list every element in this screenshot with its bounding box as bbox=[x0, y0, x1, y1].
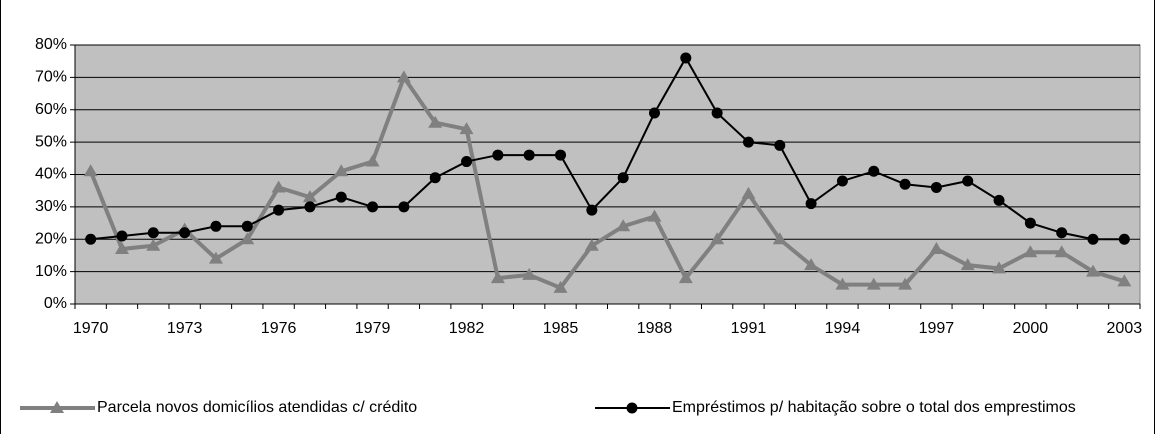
y-tick-label: 0% bbox=[44, 295, 67, 312]
x-tick-label: 1976 bbox=[261, 320, 297, 337]
point bbox=[772, 232, 787, 245]
x-tick-label: 1997 bbox=[919, 320, 955, 337]
point bbox=[899, 178, 911, 190]
point bbox=[805, 198, 817, 210]
x-tick-label: 1970 bbox=[73, 320, 109, 337]
y-tick-label: 30% bbox=[35, 198, 67, 215]
x-tick-label: 1994 bbox=[825, 320, 861, 337]
point bbox=[241, 220, 253, 232]
point bbox=[866, 277, 881, 290]
point bbox=[617, 172, 629, 184]
point bbox=[461, 156, 473, 168]
point bbox=[710, 232, 725, 245]
point bbox=[835, 277, 850, 290]
point bbox=[678, 271, 693, 284]
point bbox=[555, 149, 567, 161]
point bbox=[804, 258, 819, 271]
point bbox=[114, 241, 129, 254]
y-tick-label: 80% bbox=[35, 36, 67, 53]
x-tick-label: 2003 bbox=[1107, 320, 1143, 337]
point bbox=[522, 267, 537, 280]
x-tick-label: 2000 bbox=[1013, 320, 1049, 337]
point bbox=[742, 136, 754, 148]
point bbox=[210, 220, 222, 232]
point bbox=[147, 227, 159, 239]
y-tick-label: 10% bbox=[35, 263, 67, 280]
point bbox=[616, 219, 631, 232]
point bbox=[1056, 227, 1068, 239]
legend-marker bbox=[50, 401, 64, 413]
point bbox=[586, 204, 598, 216]
y-tick-label: 70% bbox=[35, 69, 67, 86]
legend-label: Parcela novos domicílios atendidas c/ cr… bbox=[97, 399, 417, 416]
point bbox=[992, 261, 1007, 274]
point bbox=[993, 194, 1005, 206]
x-tick-label: 1991 bbox=[731, 320, 767, 337]
point bbox=[836, 175, 848, 187]
point bbox=[898, 277, 913, 290]
y-tick-label: 60% bbox=[35, 101, 67, 118]
point bbox=[428, 115, 443, 128]
point bbox=[1087, 233, 1099, 245]
x-tick-label: 1979 bbox=[355, 320, 391, 337]
point bbox=[334, 164, 349, 177]
point bbox=[398, 201, 410, 213]
point bbox=[962, 175, 974, 187]
point bbox=[365, 154, 380, 167]
point bbox=[584, 238, 599, 251]
x-tick-label: 1988 bbox=[637, 320, 673, 337]
point bbox=[711, 107, 723, 119]
point bbox=[304, 201, 316, 213]
point bbox=[648, 107, 660, 119]
point bbox=[116, 230, 128, 242]
y-tick-label: 20% bbox=[35, 230, 67, 247]
point bbox=[868, 165, 880, 177]
point bbox=[271, 180, 286, 193]
point bbox=[1118, 233, 1130, 245]
point bbox=[302, 190, 317, 203]
point bbox=[523, 149, 535, 161]
point bbox=[1023, 245, 1038, 258]
point bbox=[240, 232, 255, 245]
point bbox=[774, 139, 786, 151]
legend-marker bbox=[626, 402, 638, 414]
legend-label: Empréstimos p/ habitação sobre o total d… bbox=[672, 399, 1076, 416]
point bbox=[335, 191, 347, 203]
point bbox=[429, 172, 441, 184]
point bbox=[492, 149, 504, 161]
x-tick-label: 1982 bbox=[449, 320, 485, 337]
point bbox=[273, 204, 285, 216]
point bbox=[490, 271, 505, 284]
point bbox=[396, 70, 411, 83]
point bbox=[1117, 274, 1132, 287]
point bbox=[179, 227, 191, 239]
series-line bbox=[90, 55, 1125, 241]
point bbox=[1024, 217, 1036, 229]
y-tick-label: 40% bbox=[35, 166, 67, 183]
point bbox=[741, 186, 756, 199]
point bbox=[1086, 264, 1101, 277]
point bbox=[1054, 245, 1069, 258]
point bbox=[930, 181, 942, 193]
point bbox=[146, 238, 161, 251]
series-line bbox=[88, 73, 1125, 291]
point bbox=[960, 258, 975, 271]
point bbox=[85, 233, 97, 245]
point bbox=[459, 122, 474, 135]
point bbox=[553, 280, 568, 293]
point bbox=[208, 251, 223, 264]
point bbox=[367, 201, 379, 213]
x-tick-label: 1973 bbox=[167, 320, 203, 337]
x-tick-label: 1985 bbox=[543, 320, 579, 337]
point bbox=[647, 209, 662, 222]
point bbox=[929, 241, 944, 254]
y-tick-label: 50% bbox=[35, 133, 67, 150]
point bbox=[83, 164, 98, 177]
point bbox=[680, 52, 692, 64]
